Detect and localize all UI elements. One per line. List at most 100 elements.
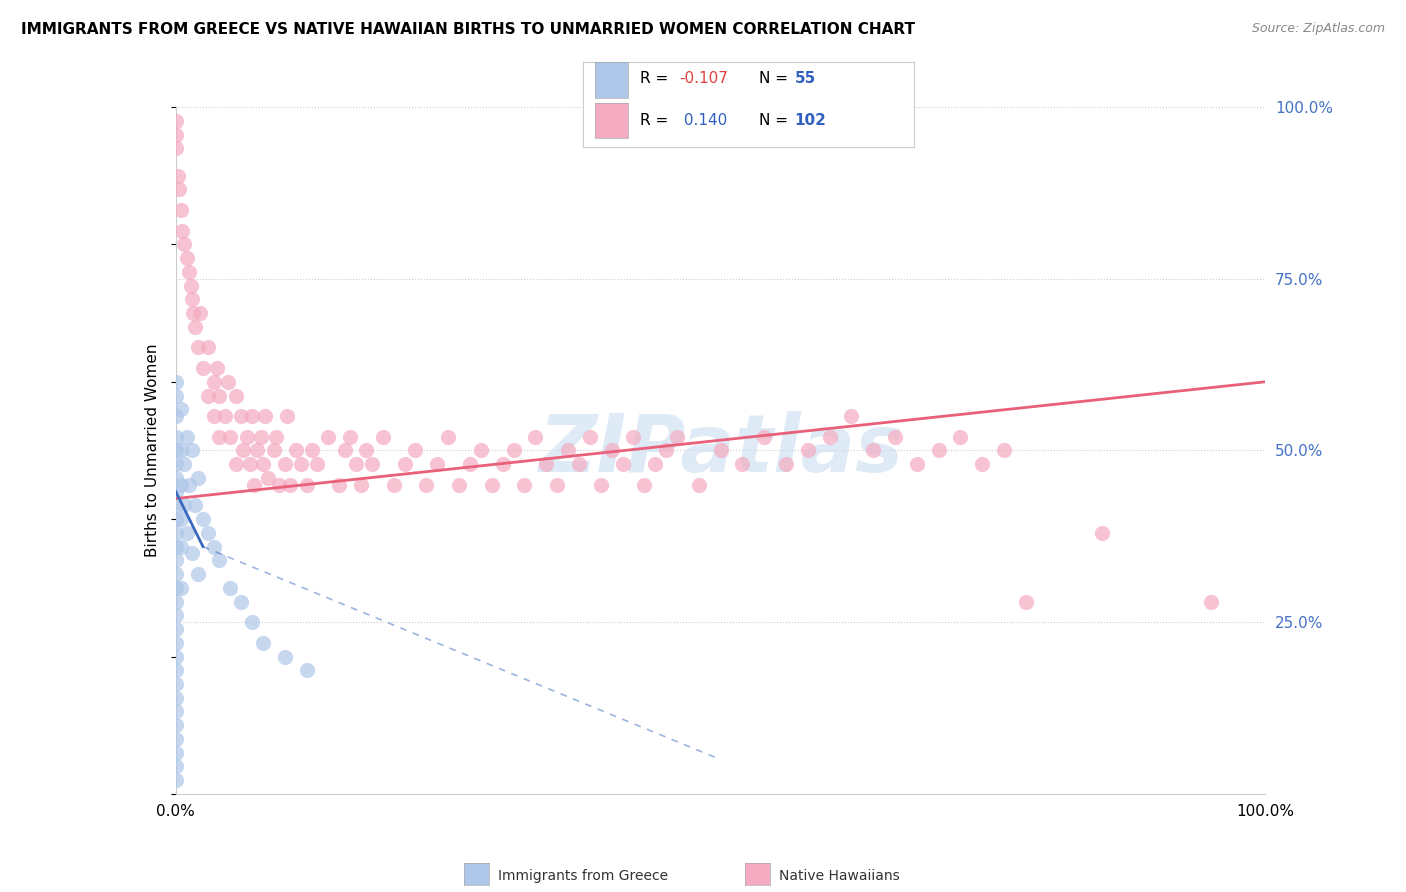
- Point: [186, 340, 209, 354]
- Point: [356, 443, 378, 458]
- Point: [165, 705, 187, 719]
- Point: [165, 525, 187, 540]
- Point: [180, 278, 202, 293]
- Point: [165, 540, 187, 554]
- Point: [1091, 525, 1114, 540]
- Point: [243, 478, 266, 492]
- Point: [534, 457, 557, 471]
- Point: [307, 457, 329, 471]
- Point: [197, 340, 219, 354]
- Point: [644, 457, 666, 471]
- Point: [344, 457, 367, 471]
- Point: [1015, 594, 1038, 608]
- Point: [165, 690, 187, 705]
- Point: [165, 512, 187, 526]
- Point: [371, 430, 394, 444]
- Point: [165, 443, 187, 458]
- Point: [202, 540, 225, 554]
- Text: R =: R =: [640, 113, 673, 128]
- Point: [754, 430, 776, 444]
- Point: [177, 265, 200, 279]
- Point: [731, 457, 754, 471]
- Point: [328, 478, 350, 492]
- Point: [274, 457, 297, 471]
- Point: [231, 594, 253, 608]
- Point: [165, 759, 187, 773]
- Point: [167, 169, 190, 183]
- Point: [252, 457, 274, 471]
- Point: [278, 478, 301, 492]
- Point: [165, 499, 187, 513]
- Point: [208, 553, 231, 567]
- Point: [796, 443, 818, 458]
- Point: [252, 636, 274, 650]
- Point: [214, 409, 236, 423]
- Point: [186, 567, 209, 582]
- Point: [170, 512, 193, 526]
- Text: IMMIGRANTS FROM GREECE VS NATIVE HAWAIIAN BIRTHS TO UNMARRIED WOMEN CORRELATION : IMMIGRANTS FROM GREECE VS NATIVE HAWAIIA…: [21, 22, 915, 37]
- Point: [165, 622, 187, 636]
- Point: [184, 499, 207, 513]
- Point: [173, 457, 195, 471]
- Point: [276, 409, 298, 423]
- Point: [382, 478, 405, 492]
- Point: [633, 478, 655, 492]
- Point: [165, 649, 187, 664]
- Point: [165, 471, 187, 485]
- Point: [184, 319, 207, 334]
- Point: [470, 443, 492, 458]
- Point: [621, 430, 644, 444]
- Point: [447, 478, 470, 492]
- Point: [568, 457, 591, 471]
- Point: [524, 430, 547, 444]
- Point: [949, 430, 972, 444]
- Point: [502, 443, 524, 458]
- Point: [333, 443, 356, 458]
- Point: [181, 546, 204, 561]
- Point: [350, 478, 373, 492]
- Point: [263, 443, 285, 458]
- Point: [181, 293, 204, 307]
- Text: Native Hawaiians: Native Hawaiians: [779, 869, 900, 883]
- Point: [181, 443, 204, 458]
- Text: Source: ZipAtlas.com: Source: ZipAtlas.com: [1251, 22, 1385, 36]
- Point: [167, 182, 190, 196]
- Point: [426, 457, 449, 471]
- Point: [546, 478, 568, 492]
- Point: [165, 608, 187, 623]
- Point: [339, 430, 361, 444]
- Point: [993, 443, 1015, 458]
- Point: [165, 581, 187, 595]
- Point: [165, 141, 187, 155]
- Point: [557, 443, 579, 458]
- Point: [579, 430, 602, 444]
- Point: [176, 430, 198, 444]
- Point: [176, 251, 198, 265]
- Text: 102: 102: [794, 113, 827, 128]
- Point: [884, 430, 907, 444]
- Point: [710, 443, 733, 458]
- Point: [249, 430, 271, 444]
- Text: N =: N =: [759, 113, 793, 128]
- Point: [188, 306, 211, 320]
- Point: [231, 409, 253, 423]
- Point: [181, 306, 204, 320]
- Y-axis label: Births to Unmarried Women: Births to Unmarried Women: [145, 343, 160, 558]
- Point: [217, 375, 239, 389]
- Point: [360, 457, 382, 471]
- Point: [1199, 594, 1222, 608]
- Point: [225, 457, 247, 471]
- Point: [970, 457, 993, 471]
- Point: [165, 567, 187, 582]
- Point: [274, 649, 297, 664]
- Point: [202, 409, 225, 423]
- Point: [165, 430, 187, 444]
- Point: [165, 375, 187, 389]
- Point: [264, 430, 287, 444]
- Point: [170, 540, 193, 554]
- Point: [165, 553, 187, 567]
- Point: [841, 409, 863, 423]
- Point: [173, 499, 195, 513]
- Point: [165, 718, 187, 732]
- Point: [437, 430, 460, 444]
